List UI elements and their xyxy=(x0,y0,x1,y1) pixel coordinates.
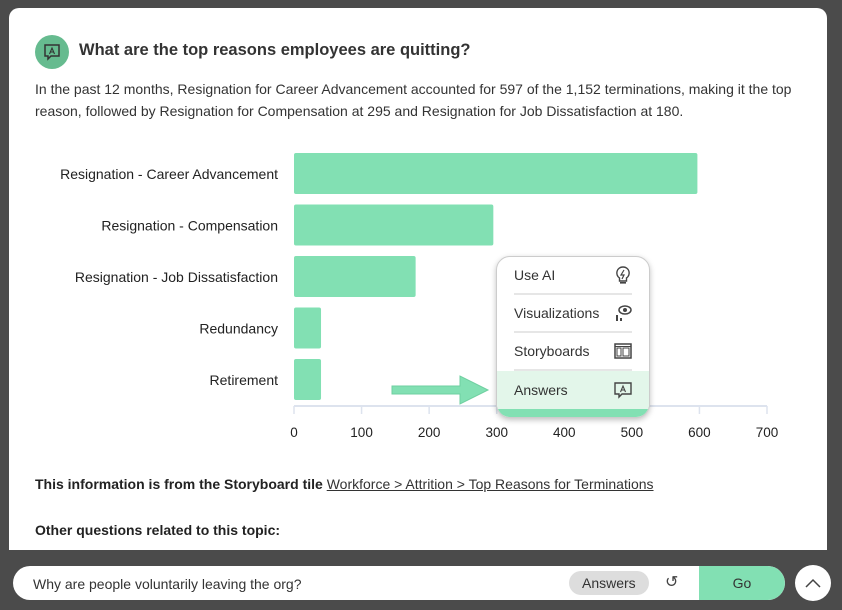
bar-chart: Resignation - Career Advancement Resignat… xyxy=(60,153,779,440)
menu-item-visualizations[interactable]: Visualizations xyxy=(514,295,632,333)
menu-label: Visualizations xyxy=(514,305,600,321)
visualization-icon xyxy=(616,305,632,321)
source-text: This information is from the Storyboard … xyxy=(35,476,654,492)
query-bar: Answers ↺ Go xyxy=(13,566,785,600)
category-label: Resignation - Compensation xyxy=(101,218,278,234)
x-tick-label: 400 xyxy=(553,425,576,440)
category-label: Resignation - Job Dissatisfaction xyxy=(75,269,278,285)
bar xyxy=(294,307,322,349)
x-tick-label: 0 xyxy=(290,425,298,440)
lightbulb-icon xyxy=(616,266,630,284)
bar xyxy=(294,204,494,246)
menu-item-answers[interactable]: Answers xyxy=(497,371,649,409)
menu-accent xyxy=(497,409,649,417)
go-button[interactable]: Go xyxy=(699,566,785,600)
arrow-pointer-icon xyxy=(391,375,490,405)
answers-icon xyxy=(35,35,69,69)
answer-card: What are the top reasons employees are q… xyxy=(9,8,827,550)
x-tick-label: 700 xyxy=(756,425,779,440)
menu-item-use-ai[interactable]: Use AI xyxy=(514,257,632,295)
x-tick-label: 600 xyxy=(688,425,711,440)
category-label: Retirement xyxy=(210,372,279,388)
menu-label: Storyboards xyxy=(514,343,590,359)
other-questions-heading: Other questions related to this topic: xyxy=(35,522,281,538)
x-tick-label: 100 xyxy=(350,425,373,440)
bar xyxy=(294,153,698,194)
menu-item-storyboards[interactable]: Storyboards xyxy=(514,333,632,371)
storyboard-link[interactable]: Workforce > Attrition > Top Reasons for … xyxy=(326,476,654,492)
category-label: Redundancy xyxy=(199,321,278,337)
bar xyxy=(294,359,322,400)
question-title: What are the top reasons employees are q… xyxy=(79,41,471,59)
menu-label: Answers xyxy=(514,382,568,398)
question-input[interactable] xyxy=(31,566,555,600)
category-label: Resignation - Career Advancement xyxy=(60,166,278,182)
answers-icon xyxy=(614,382,632,399)
reset-icon[interactable]: ↺ xyxy=(665,574,679,591)
answer-summary: In the past 12 months, Resignation for C… xyxy=(35,81,792,119)
menu-label: Use AI xyxy=(514,267,556,283)
mode-menu: Use AI Visualizations Storyboards Answer… xyxy=(496,256,650,418)
x-tick-label: 300 xyxy=(485,425,508,440)
bar xyxy=(294,256,416,297)
scroll-up-button[interactable] xyxy=(795,565,831,601)
x-tick-label: 500 xyxy=(621,425,644,440)
chevron-up-icon xyxy=(805,578,821,588)
storyboard-icon xyxy=(614,343,632,359)
source-prefix: This information is from the Storyboard … xyxy=(35,476,323,492)
mode-chip[interactable]: Answers xyxy=(569,571,649,595)
x-tick-label: 200 xyxy=(418,425,441,440)
